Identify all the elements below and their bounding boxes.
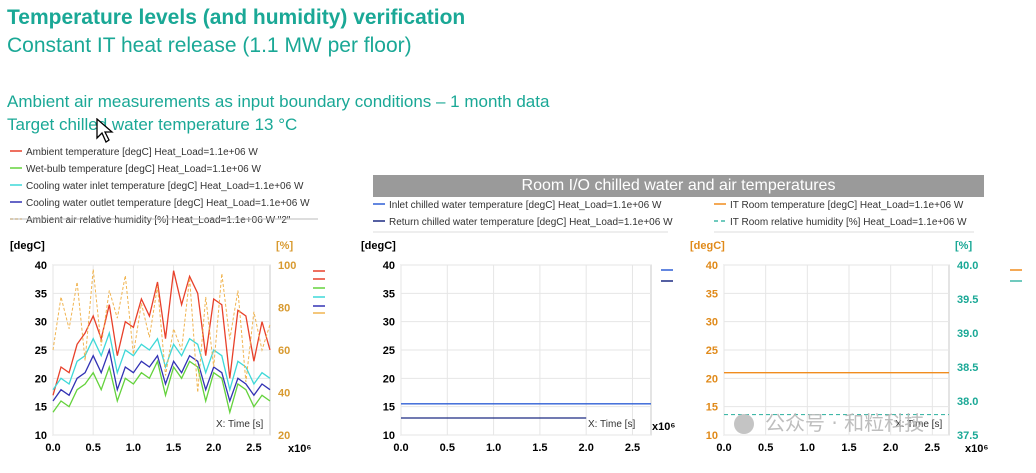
y-tick-label: 25 [383,345,395,357]
watermark-logo [734,414,754,434]
y-tick-label: 20 [706,373,718,385]
y-tick-label: 15 [383,402,395,414]
watermark-text: 公众号 · 和粒科技 [765,411,924,435]
y-tick-label: 30 [706,317,718,329]
y-tick-label: 30 [35,317,47,329]
y-axis-unit: [degC] [10,240,45,252]
y-tick-label: 10 [383,430,395,442]
y-axis-unit: [degC] [361,240,396,252]
y-tick-label: 35 [706,288,718,300]
y2-tick-label: 100 [278,260,296,272]
x-tick-label: 0.0 [716,442,731,454]
series-line [52,347,271,404]
x-axis-multiplier: x10⁶ [965,443,988,455]
x-axis-multiplier: x10⁶ [288,443,311,455]
x-axis-label: X: Time [s] [216,419,263,430]
x-tick-label: 2.0 [206,442,221,454]
y-tick-label: 40 [706,260,718,272]
x-tick-label: 0.5 [86,442,101,454]
legend-entry: Cooling water outlet temperature [degC] … [26,198,310,209]
x-tick-label: 2.5 [625,442,640,454]
legend-entry: Ambient temperature [degC] Heat_Load=1.1… [26,147,258,158]
y-tick-label: 20 [383,373,395,385]
y2-tick-label: 38.0 [957,396,978,408]
y2-axis-unit: [%] [955,240,972,252]
x-tick-label: 1.0 [486,442,501,454]
legend-entry: IT Room relative humidity [%] Heat_Load=… [730,217,967,228]
y2-tick-label: 39.0 [957,328,978,340]
x-axis-label: X: Time [s] [588,419,635,430]
y-tick-label: 15 [706,402,718,414]
legend-entry: Wet-bulb temperature [degC] Heat_Load=1.… [26,164,262,175]
series-line [52,269,271,393]
info-line-2: Target chilled water temperature 13 °C [7,115,298,134]
y2-tick-label: 38.5 [957,362,978,374]
x-tick-label: 1.0 [126,442,141,454]
series-line [52,330,271,393]
page-subtitle: Constant IT heat release (1.1 MW per flo… [7,34,412,57]
x-tick-label: 0.5 [440,442,455,454]
y2-tick-label: 20 [278,430,290,442]
y2-axis-unit: [%] [276,240,293,252]
x-tick-label: 1.5 [841,442,856,454]
x-tick-label: 0.0 [393,442,408,454]
x-tick-label: 2.0 [579,442,594,454]
legend-entry: Ambient air relative humidity [%] Heat_L… [26,215,291,226]
y-tick-label: 15 [35,402,47,414]
legend-entry: IT Room temperature [degC] Heat_Load=1.1… [730,200,964,211]
y-tick-label: 40 [35,260,47,272]
y-tick-label: 10 [706,430,718,442]
y2-tick-label: 39.5 [957,294,978,306]
legend-entry: Return chilled water temperature [degC] … [389,217,673,228]
x-tick-label: 1.5 [166,442,181,454]
x-tick-label: 0.0 [45,442,60,454]
info-line-1: Ambient air measurements as input bounda… [7,92,550,111]
y-tick-label: 40 [383,260,395,272]
series-line [52,359,271,415]
x-axis-label: X: Time [s] [895,419,942,430]
legend-entry: Inlet chilled water temperature [degC] H… [389,200,662,211]
x-tick-label: 2.5 [246,442,261,454]
section-banner: Room I/O chilled water and air temperatu… [373,175,984,197]
page-title: Temperature levels (and humidity) verifi… [7,6,466,29]
y2-tick-label: 60 [278,345,290,357]
y2-tick-label: 37.5 [957,430,978,442]
legend-entry: Cooling water inlet temperature [degC] H… [26,181,304,192]
y-tick-label: 20 [35,373,47,385]
y2-tick-label: 40 [278,388,290,400]
y-tick-label: 30 [383,317,395,329]
y-tick-label: 25 [706,345,718,357]
y-tick-label: 25 [35,345,47,357]
x-tick-label: 1.5 [532,442,547,454]
mouse-pointer-icon [96,118,114,143]
y-tick-label: 35 [35,288,47,300]
y2-tick-label: 40.0 [957,260,978,272]
x-tick-label: 0.5 [758,442,773,454]
y-tick-label: 35 [383,288,395,300]
x-axis-multiplier: x10⁶ [652,421,675,433]
x-tick-label: 2.0 [883,442,898,454]
x-tick-label: 1.0 [800,442,815,454]
y2-tick-label: 80 [278,303,290,315]
y-tick-label: 10 [35,430,47,442]
y-axis-unit: [degC] [690,240,725,252]
series-line [52,270,271,396]
x-tick-label: 2.5 [925,442,940,454]
